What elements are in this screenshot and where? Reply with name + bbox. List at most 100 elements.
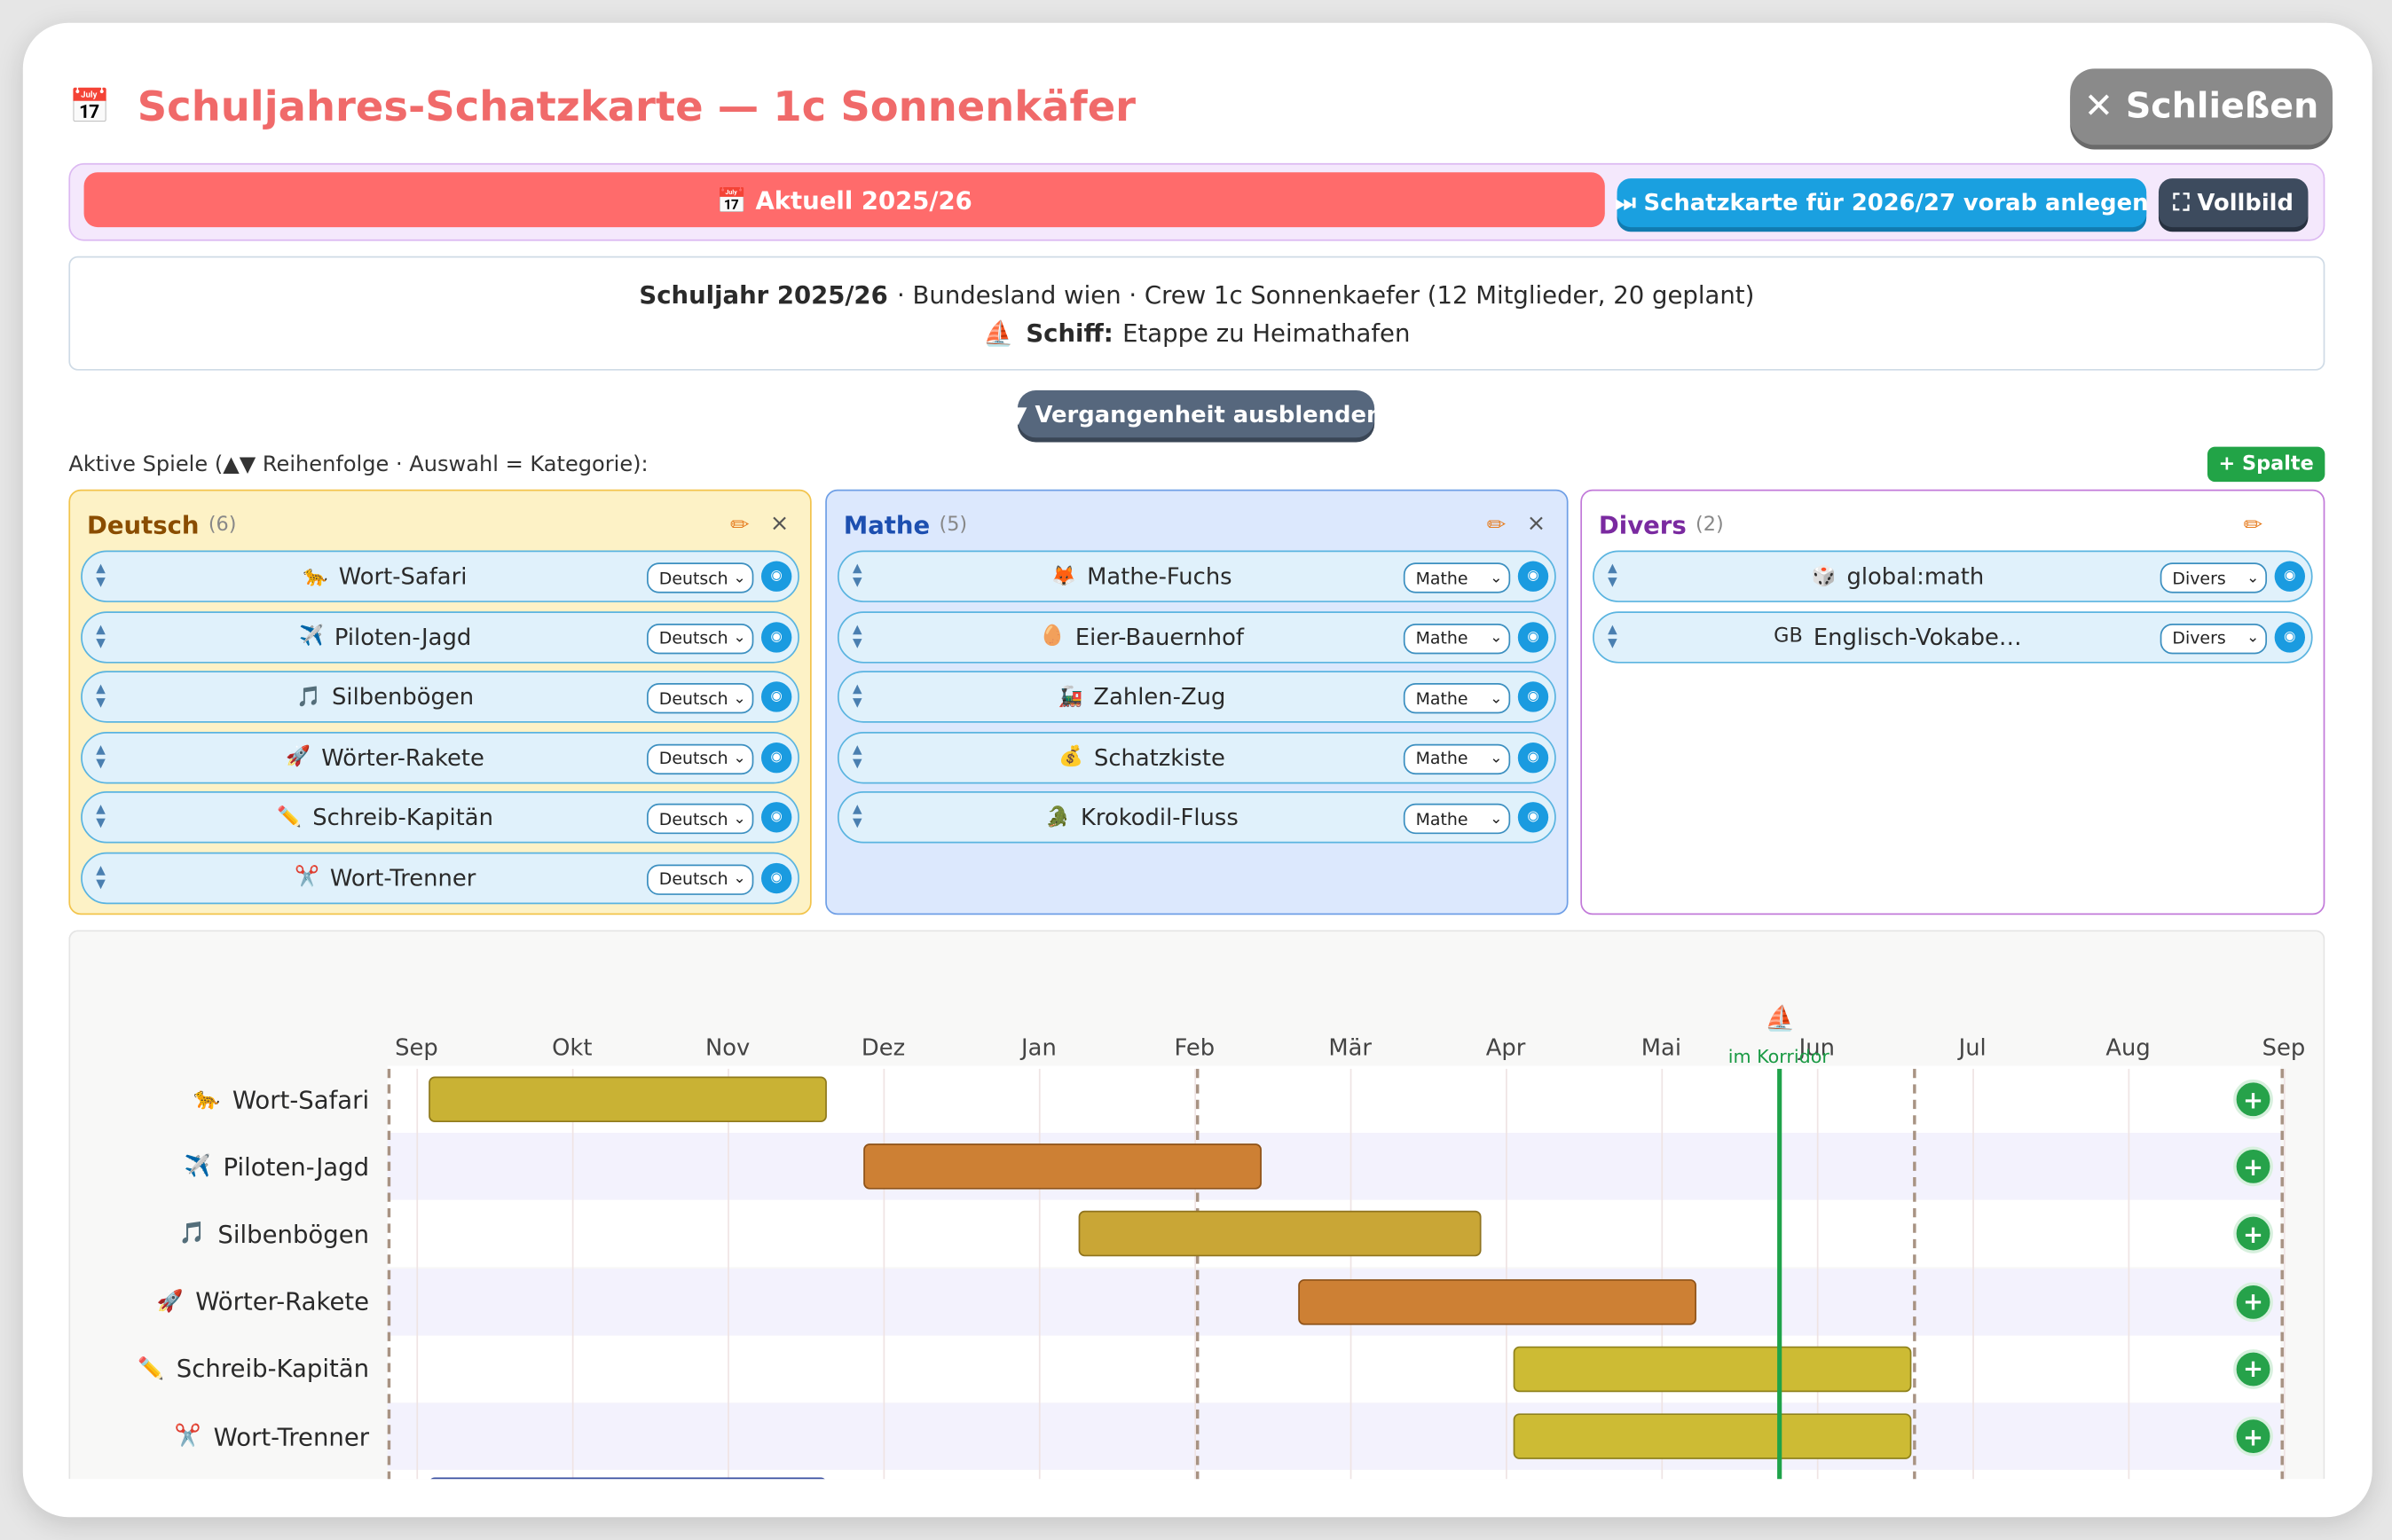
edit-button[interactable]: ✏ xyxy=(1486,510,1507,538)
category-select[interactable]: Mathe ⌄ xyxy=(1403,683,1511,714)
timeline-row-band xyxy=(387,1402,2281,1470)
reorder-arrows[interactable]: ▲ ▼ xyxy=(96,802,106,830)
category-select[interactable]: Deutsch ⌄ xyxy=(647,863,754,895)
game-item[interactable]: ▲ ▼ ✈️ Piloten-Jagd Deutsch ⌄ ◉ xyxy=(81,610,799,663)
reorder-arrows[interactable]: ▲ ▼ xyxy=(853,681,862,710)
row-label: 🚀 Wörter-Rakete xyxy=(93,1284,369,1320)
game-item[interactable]: ▲ ▼ 🐆 Wort-Safari Deutsch ⌄ ◉ xyxy=(81,550,799,602)
visibility-button[interactable]: ◉ xyxy=(760,742,792,773)
game-period-bar[interactable] xyxy=(429,1076,827,1123)
category-select[interactable]: Divers ⌄ xyxy=(2160,562,2268,593)
reorder-arrows[interactable]: ▲ ▼ xyxy=(1608,621,1617,649)
remove-column-button[interactable]: × xyxy=(769,509,790,538)
category-value: Deutsch xyxy=(658,748,728,769)
game-name: Wörter-Rakete xyxy=(321,742,484,771)
add-period-button[interactable]: + xyxy=(2233,1214,2273,1254)
game-name: Wort-Safari xyxy=(338,562,468,591)
game-period-bar[interactable] xyxy=(429,1477,827,1480)
category-value: Deutsch xyxy=(658,628,728,648)
visibility-button[interactable]: ◉ xyxy=(1517,561,1549,592)
reorder-arrows[interactable]: ▲ ▼ xyxy=(1608,561,1617,589)
column-count: (2) xyxy=(1696,513,1724,537)
game-item[interactable]: ▲ ▼ ✏️ Schreib-Kapitän Deutsch ⌄ ◉ xyxy=(81,791,799,844)
reorder-arrows[interactable]: ▲ ▼ xyxy=(96,561,106,589)
row-icon: ✈️ xyxy=(184,1154,211,1179)
column-name: Divers xyxy=(1598,509,1687,539)
reorder-arrows[interactable]: ▲ ▼ xyxy=(96,861,106,890)
reorder-arrows[interactable]: ▲ ▼ xyxy=(96,681,106,710)
close-button[interactable]: ✕ Schließen xyxy=(2070,68,2333,145)
game-label: ✂️ Wort-Trenner xyxy=(128,853,641,902)
category-select[interactable]: Deutsch ⌄ xyxy=(647,803,754,835)
game-item[interactable]: ▲ ▼ 🎵 Silbenbögen Deutsch ⌄ ◉ xyxy=(81,671,799,723)
month-label: Mai xyxy=(1641,1033,1682,1062)
month-tick xyxy=(2128,1068,2130,1480)
game-item[interactable]: ▲ ▼ 🎲 global:math Divers ⌄ ◉ xyxy=(1593,550,2313,602)
game-period-bar[interactable] xyxy=(1298,1278,1696,1324)
visibility-button[interactable]: ◉ xyxy=(1517,742,1549,773)
game-item[interactable]: ▲ ▼ 🚀 Wörter-Rakete Deutsch ⌄ ◉ xyxy=(81,731,799,783)
year-label: Schuljahr 2025/26 xyxy=(639,279,888,310)
game-period-bar[interactable] xyxy=(1078,1211,1482,1257)
column-header: Mathe (5) xyxy=(844,507,967,543)
game-period-bar[interactable] xyxy=(1513,1413,1912,1459)
visibility-button[interactable]: ◉ xyxy=(760,802,792,833)
reorder-arrows[interactable]: ▲ ▼ xyxy=(853,561,862,589)
game-item[interactable]: ▲ ▼ ✂️ Wort-Trenner Deutsch ⌄ ◉ xyxy=(81,851,799,904)
visibility-button[interactable]: ◉ xyxy=(2274,561,2306,592)
add-period-button[interactable]: + xyxy=(2233,1416,2273,1457)
visibility-button[interactable]: ◉ xyxy=(1517,621,1549,652)
add-period-button[interactable]: + xyxy=(2233,1348,2273,1389)
game-icon: ✂️ xyxy=(294,866,319,890)
category-select[interactable]: Mathe ⌄ xyxy=(1403,742,1511,774)
tab-current[interactable]: 📅 Aktuell 2025/26 xyxy=(83,172,1605,228)
game-item[interactable]: ▲ ▼ 🐊 Krokodil-Fluss Mathe ⌄ ◉ xyxy=(837,791,1556,844)
visibility-button[interactable]: ◉ xyxy=(1517,681,1549,712)
visibility-button[interactable]: ◉ xyxy=(760,621,792,652)
row-label: ✂️ Wort-Trenner xyxy=(93,1418,369,1454)
add-period-button[interactable]: + xyxy=(2233,1079,2273,1120)
game-item[interactable]: ▲ ▼ 🦊 Mathe-Fuchs Mathe ⌄ ◉ xyxy=(837,550,1556,602)
tab-next[interactable]: ⏭ Schatzkarte für 2026/27 vorab anlegen xyxy=(1615,178,2148,228)
row-name: Schreib-Kapitän xyxy=(176,1354,370,1384)
ship-text: Etappe zu Heimathafen xyxy=(1122,318,1411,348)
category-select[interactable]: Deutsch ⌄ xyxy=(647,623,754,654)
game-item[interactable]: ▲ ▼ 🚂 Zahlen-Zug Mathe ⌄ ◉ xyxy=(837,671,1556,723)
visibility-button[interactable]: ◉ xyxy=(1517,802,1549,833)
edit-button[interactable]: ✏ xyxy=(730,510,750,538)
past-toggle[interactable]: ▼ Vergangenheit ausblenden xyxy=(1010,390,1382,438)
game-item[interactable]: ▲ ▼ GB Englisch-Vokabe… Divers ⌄ ◉ xyxy=(1593,610,2313,663)
fullscreen-button[interactable]: ⛶ Vollbild xyxy=(2158,178,2309,228)
game-label: 🦊 Mathe-Fuchs xyxy=(885,552,1398,601)
category-value: Deutsch xyxy=(658,868,728,890)
reorder-arrows[interactable]: ▲ ▼ xyxy=(853,802,862,830)
game-period-bar[interactable] xyxy=(863,1143,1262,1190)
edit-button[interactable]: ✏ xyxy=(2243,510,2263,538)
game-item[interactable]: ▲ ▼ 🥚 Eier-Bauernhof Mathe ⌄ ◉ xyxy=(837,610,1556,663)
visibility-button[interactable]: ◉ xyxy=(760,861,792,893)
game-period-bar[interactable] xyxy=(1513,1346,1912,1392)
game-label: 🚂 Zahlen-Zug xyxy=(885,672,1398,721)
category-select[interactable]: Deutsch ⌄ xyxy=(647,683,754,714)
reorder-arrows[interactable]: ▲ ▼ xyxy=(96,742,106,770)
reorder-arrows[interactable]: ▲ ▼ xyxy=(853,621,862,649)
visibility-button[interactable]: ◉ xyxy=(760,561,792,592)
visibility-button[interactable]: ◉ xyxy=(2274,621,2306,652)
category-select[interactable]: Deutsch ⌄ xyxy=(647,562,754,593)
period-divider xyxy=(2280,1068,2284,1480)
category-select[interactable]: Divers ⌄ xyxy=(2160,623,2268,654)
add-column-button[interactable]: + Spalte xyxy=(2207,446,2325,483)
info-details: · Bundesland wien · Crew 1c Sonnenkaefer… xyxy=(897,279,1755,310)
category-select[interactable]: Deutsch ⌄ xyxy=(647,742,754,774)
category-select[interactable]: Mathe ⌄ xyxy=(1403,623,1511,654)
reorder-arrows[interactable]: ▲ ▼ xyxy=(96,621,106,649)
category-select[interactable]: Mathe ⌄ xyxy=(1403,803,1511,835)
category-select[interactable]: Mathe ⌄ xyxy=(1403,562,1511,593)
select-chevron: ⌄ xyxy=(733,629,746,647)
add-period-button[interactable]: + xyxy=(2233,1281,2273,1322)
remove-column-button[interactable]: × xyxy=(1526,509,1546,538)
visibility-button[interactable]: ◉ xyxy=(760,681,792,712)
game-item[interactable]: ▲ ▼ 💰 Schatzkiste Mathe ⌄ ◉ xyxy=(837,731,1556,783)
reorder-arrows[interactable]: ▲ ▼ xyxy=(853,742,862,770)
add-period-button[interactable]: + xyxy=(2233,1146,2273,1187)
